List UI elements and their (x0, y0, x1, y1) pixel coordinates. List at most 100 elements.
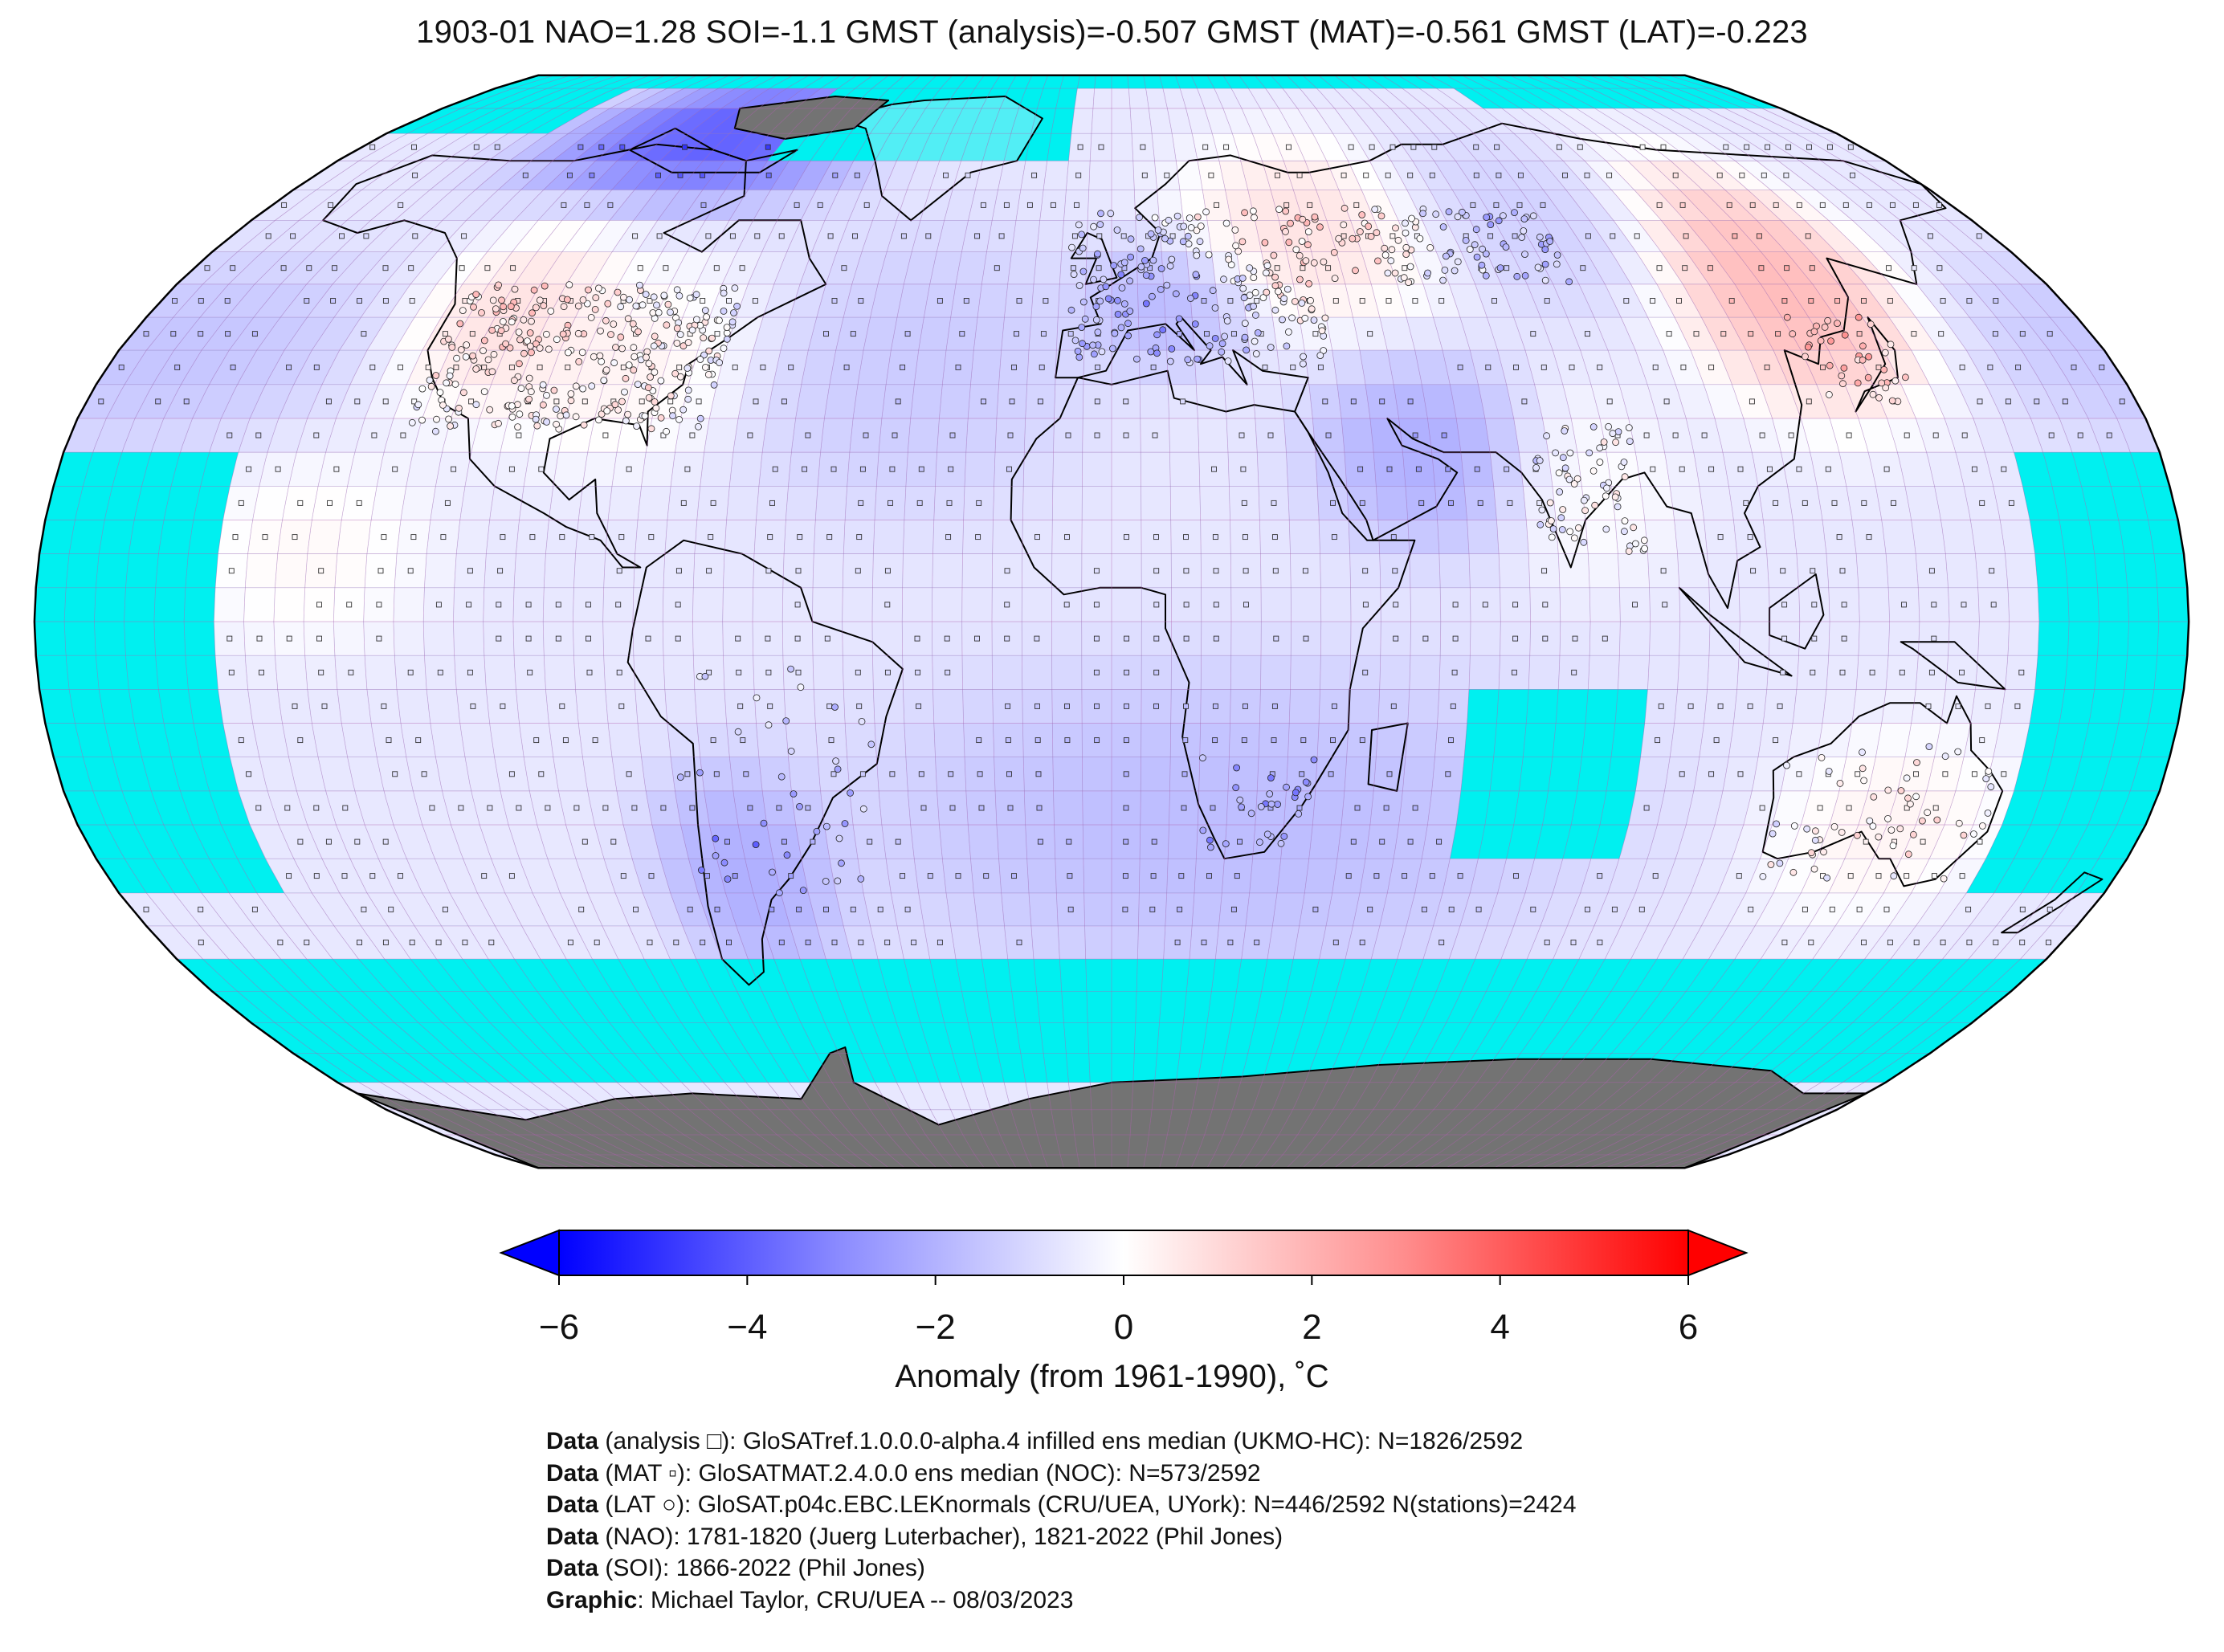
grid-cell (1207, 991, 1237, 1023)
grid-cell (1961, 959, 2021, 992)
grid-cell (660, 859, 698, 893)
grid-cell (1836, 959, 1891, 992)
grid-cell (334, 553, 367, 588)
grid-cell (1341, 418, 1374, 453)
grid-cell (252, 486, 289, 520)
grid-cell (214, 587, 246, 622)
grid-cell (651, 825, 689, 859)
grid-cell (1707, 655, 1740, 690)
grid-cell (180, 790, 222, 825)
grid-cell (188, 520, 223, 554)
grid-cell (1168, 825, 1198, 859)
grid-cell (278, 384, 322, 418)
grid-cell (125, 655, 159, 690)
grid-cell (1875, 723, 1912, 757)
grid-cell (602, 925, 644, 960)
grid-cell (1640, 486, 1675, 520)
grid-cell (1761, 959, 1813, 992)
grid-cell (1230, 622, 1262, 656)
grid-cell (406, 1053, 467, 1083)
grid-cell (466, 1022, 521, 1054)
grid-cell (1611, 959, 1657, 992)
grid-cell (758, 757, 792, 791)
grid-cell (495, 925, 541, 960)
grid-cell (592, 959, 637, 992)
grid-cell (1134, 1022, 1160, 1054)
grid-cell (2111, 723, 2149, 757)
grid-cell (477, 892, 522, 926)
grid-cell (1179, 1022, 1207, 1054)
grid-cell (2002, 790, 2043, 825)
grid-cell (1838, 1022, 1900, 1054)
grid-cell (1112, 991, 1137, 1023)
grid-cell (1839, 452, 1876, 487)
grid-cell (1484, 418, 1520, 453)
grid-cell (406, 859, 450, 893)
grid-cell (1861, 959, 1917, 992)
grid-cell (2148, 689, 2184, 724)
grid-cell (1320, 622, 1351, 656)
grid-cell (2034, 553, 2068, 588)
grid-cell (2094, 553, 2128, 588)
grid-cell (704, 418, 739, 453)
grid-cell (962, 689, 994, 724)
grid-cell (2002, 418, 2043, 453)
grid-cell (1588, 553, 1620, 588)
grid-cell (637, 991, 682, 1023)
grid-cell (932, 689, 964, 724)
grid-cell (1410, 587, 1441, 622)
grid-cell (1881, 520, 1916, 554)
grid-cell (565, 1053, 618, 1083)
grid-cell (75, 486, 112, 520)
grid-cell (1691, 859, 1732, 893)
grid-cell (1630, 925, 1675, 960)
grid-cell (475, 1053, 532, 1083)
grid-cell (956, 959, 987, 992)
grid-cell (2030, 689, 2065, 724)
grid-cell (185, 553, 218, 588)
grid-cell (112, 452, 151, 487)
grid-cell (1785, 959, 1839, 992)
grid-cell (1934, 723, 1971, 757)
grid-cell (1661, 991, 1712, 1023)
grid-cell (430, 1053, 488, 1083)
grid-cell (729, 452, 762, 487)
grid-cell (1973, 418, 2014, 453)
grid-cell (1571, 790, 1607, 825)
grid-cell (318, 757, 355, 791)
grid-cell (365, 655, 397, 690)
grid-cell (1016, 1022, 1044, 1054)
grid-cell (2089, 689, 2124, 724)
grid-cell (634, 1022, 680, 1054)
grid-cell (99, 520, 134, 554)
grid-cell (2049, 859, 2100, 893)
grid-cell (2042, 452, 2082, 487)
grid-cell (2072, 452, 2112, 487)
grid-cell (657, 1053, 704, 1083)
grid-cell (2101, 452, 2140, 487)
grid-cell (202, 892, 254, 926)
grid-cell (2014, 825, 2060, 859)
grid-cell (1661, 959, 1709, 992)
grid-cell (907, 1053, 940, 1083)
grid-cell (1619, 622, 1651, 656)
grid-cell (288, 757, 326, 791)
grid-cell (104, 723, 142, 757)
grid-cell (371, 486, 406, 520)
grid-cell (1513, 418, 1549, 453)
grid-cell (337, 520, 371, 554)
grid-cell (616, 418, 652, 453)
colorbar-tick-label: 2 (1302, 1307, 1322, 1347)
grid-cell (1556, 689, 1589, 724)
grid-cell (1011, 991, 1040, 1023)
grid-cell (1255, 991, 1287, 1023)
grid-cell (1409, 553, 1441, 588)
grid-cell (1801, 418, 1840, 453)
grid-cell (451, 825, 492, 859)
grid-cell (1813, 925, 1863, 960)
grid-cell (1585, 520, 1618, 554)
grid-cell (770, 1053, 811, 1083)
grid-cell (1884, 1022, 1949, 1054)
grid-cell (1202, 1022, 1231, 1054)
grid-cell (1493, 723, 1527, 757)
